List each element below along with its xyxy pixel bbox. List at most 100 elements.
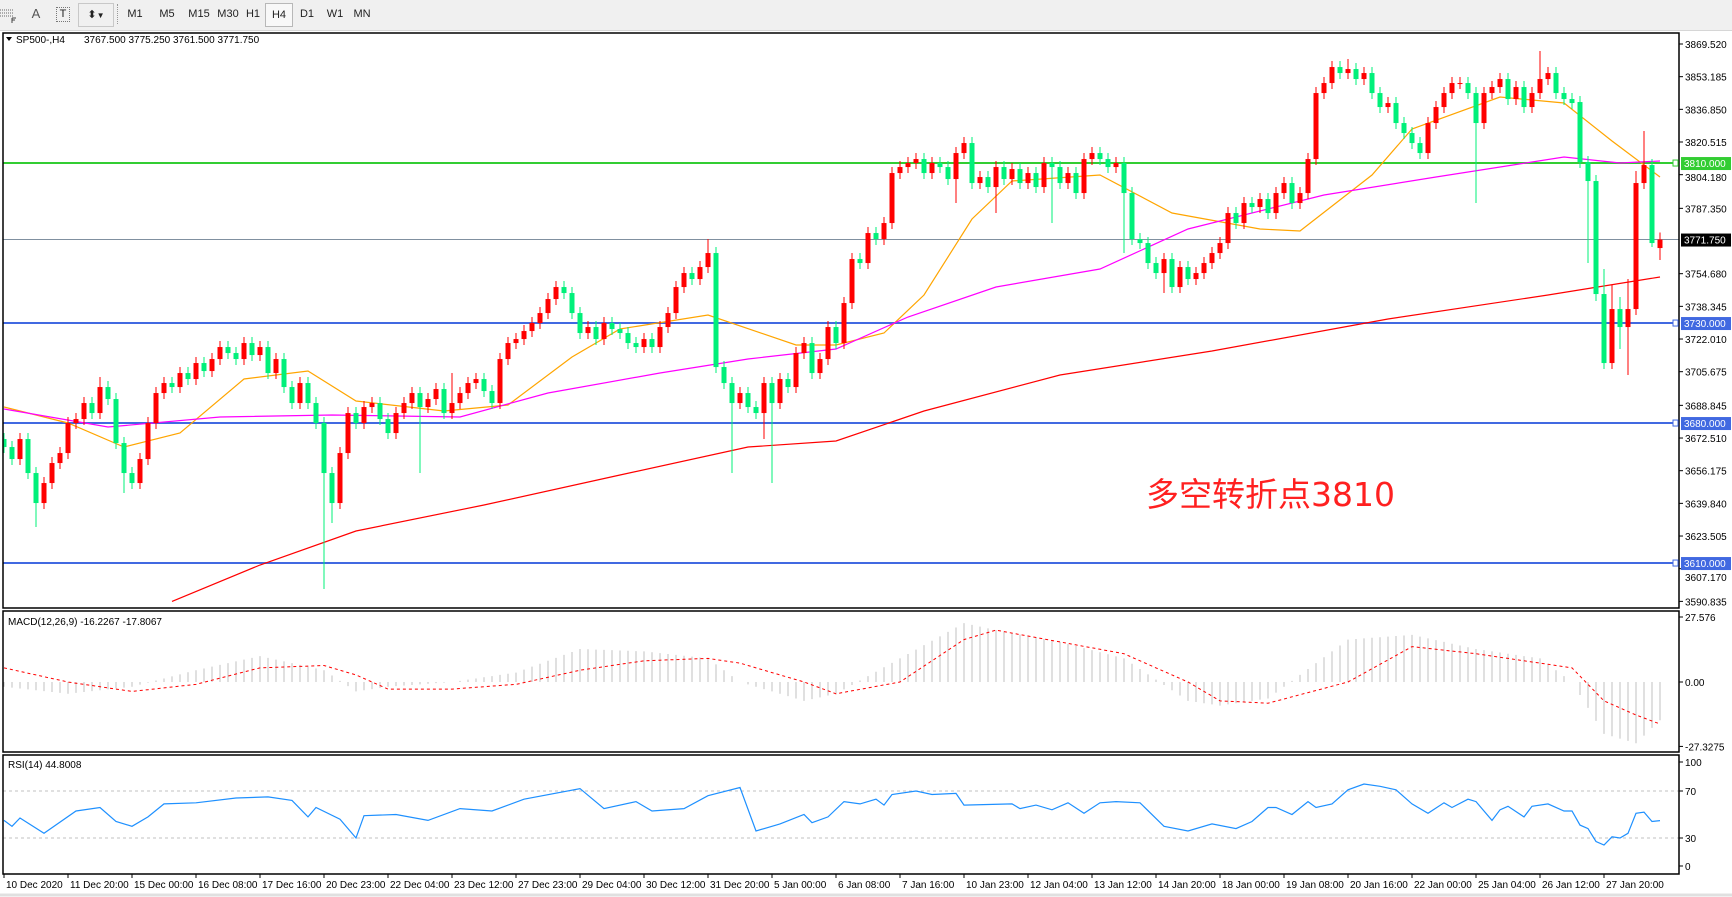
text-tool-icon[interactable]: A: [31, 6, 41, 21]
candle-body: [1041, 163, 1047, 188]
candle-body: [353, 413, 359, 424]
timeframe-m15-button[interactable]: M15: [188, 8, 210, 20]
candle-body: [297, 383, 303, 404]
period-separator-icon[interactable]: [0, 3, 18, 25]
candle-body: [569, 293, 575, 314]
candle-body: [833, 327, 839, 344]
candle-body: [113, 399, 119, 444]
hline-handle: [1672, 559, 1679, 567]
candle-body: [233, 353, 239, 360]
hline-label: 3730.000: [1684, 319, 1726, 330]
candle-body: [329, 473, 335, 504]
candle-body: [73, 419, 79, 424]
candle-body: [1345, 69, 1351, 74]
candle-body: [1281, 183, 1287, 194]
candle-body: [1497, 79, 1503, 88]
candle-body: [121, 443, 127, 474]
time-tick-label: 12 Jan 04:00: [1030, 880, 1088, 891]
candle-body: [1489, 87, 1495, 94]
candle-body: [865, 233, 871, 264]
candle-body: [281, 359, 287, 388]
time-tick-label: 15 Dec 00:00: [134, 880, 194, 891]
time-tick-label: 17 Dec 16:00: [262, 880, 322, 891]
candle-body: [889, 173, 895, 224]
candle-body: [1249, 203, 1255, 208]
candle-body: [1505, 79, 1511, 100]
candle-body: [305, 383, 311, 404]
candle-body: [1129, 193, 1135, 240]
candle-body: [753, 407, 759, 414]
candle-body: [1017, 169, 1023, 184]
candle-body: [713, 253, 719, 368]
timeframe-h4-button[interactable]: H4: [265, 3, 293, 27]
rsi-line: [3, 783, 1661, 846]
candle-body: [497, 359, 503, 404]
timeframe-m5-button[interactable]: M5: [159, 8, 175, 20]
candle-body: [481, 379, 487, 392]
candle-body: [961, 143, 967, 154]
candle-body: [849, 259, 855, 304]
candle-body: [921, 159, 927, 174]
candle-body: [1513, 87, 1519, 100]
hline-label-bg: [1681, 417, 1731, 431]
candle-body: [1297, 193, 1303, 204]
candle-body: [681, 273, 687, 288]
candle-body: [521, 331, 527, 340]
candle-body: [89, 403, 95, 414]
timeframe-m30-button[interactable]: M30: [217, 8, 239, 20]
hline-label: 3610.000: [1684, 559, 1726, 570]
candle-body: [1225, 213, 1231, 244]
time-tick-label: 29 Dec 04:00: [582, 880, 642, 891]
time-tick-label: 13 Jan 12:00: [1094, 880, 1152, 891]
moving-average-line-3: [171, 276, 1661, 602]
candle-body: [409, 393, 415, 404]
candle-body: [473, 379, 479, 384]
arrows-tool-dropdown[interactable]: ⬍▼: [78, 3, 114, 27]
price-tick-label: 3869.520: [1685, 40, 1727, 51]
candle-body: [1097, 153, 1103, 160]
candle-body: [217, 347, 223, 360]
candle-body: [265, 347, 271, 374]
candle-body: [1449, 83, 1455, 94]
candle-body: [529, 323, 535, 332]
collapse-triangle-icon[interactable]: [6, 37, 12, 41]
candle-body: [1033, 173, 1039, 188]
candle-body: [289, 387, 295, 404]
candle-body: [577, 313, 583, 334]
candle-body: [313, 403, 319, 424]
candle-body: [993, 167, 999, 188]
candle-body: [209, 359, 215, 372]
candle-body: [1457, 83, 1463, 85]
rsi-tick-label: 30: [1685, 834, 1697, 845]
timeframe-m1-button[interactable]: M1: [127, 8, 143, 20]
candle-body: [393, 413, 399, 434]
candle-body: [1361, 73, 1367, 80]
candle-body: [881, 223, 887, 240]
candle-body: [561, 287, 567, 294]
timeframe-w1-button[interactable]: W1: [326, 8, 344, 20]
price-tick-label: 3804.180: [1685, 173, 1727, 184]
time-tick-label: 27 Jan 20:00: [1606, 880, 1664, 891]
candle-body: [977, 177, 983, 184]
candle-body: [177, 373, 183, 388]
rsi-tick-label: 100: [1685, 758, 1702, 769]
rsi-tick-label: 0: [1685, 862, 1691, 873]
time-tick-label: 23 Dec 12:00: [454, 880, 514, 891]
time-tick-label: 16 Dec 08:00: [198, 880, 258, 891]
candle-body: [1617, 309, 1623, 328]
time-tick-label: 25 Jan 04:00: [1478, 880, 1536, 891]
candle-body: [9, 447, 15, 460]
candle-body: [769, 383, 775, 404]
candle-body: [257, 347, 263, 356]
timeframe-h1-button[interactable]: H1: [245, 8, 261, 20]
timeframe-d1-button[interactable]: D1: [299, 8, 315, 20]
timeframe-mn-button[interactable]: MN: [353, 8, 371, 20]
candle-body: [1545, 73, 1551, 80]
candle-body: [737, 393, 743, 404]
candle-body: [249, 343, 255, 356]
candle-body: [953, 153, 959, 180]
candle-body: [841, 303, 847, 344]
hline-handle: [1672, 319, 1679, 327]
text-label-tool-icon[interactable]: T: [54, 3, 72, 25]
